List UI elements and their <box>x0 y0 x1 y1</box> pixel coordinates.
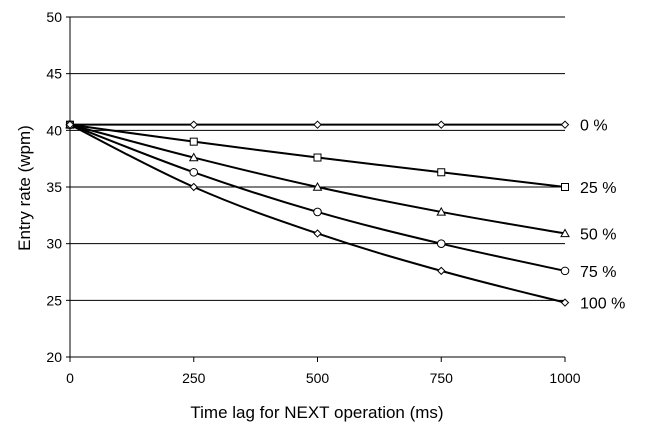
series-75pct-label: 75 % <box>580 264 616 281</box>
series-75pct-line <box>69 123 566 272</box>
series-75pct-point <box>436 239 446 248</box>
series-50pct-point <box>188 152 199 162</box>
series-50pct-label: 50 % <box>580 226 616 243</box>
x-tick-label: 500 <box>306 370 330 386</box>
x-tick-label: 750 <box>430 370 454 386</box>
series-markers <box>65 119 570 307</box>
y-tick-label: 40 <box>46 122 62 138</box>
series-25pct-point <box>437 168 446 177</box>
series-50pct-point <box>312 181 323 191</box>
series-100pct-label: 100 % <box>580 296 625 313</box>
x-axis-title: Time lag for NEXT operation (ms) <box>190 403 443 422</box>
series-75pct-point <box>313 207 322 217</box>
series-25pct-point <box>561 183 569 191</box>
series-25pct-label: 25 % <box>580 180 616 197</box>
series-50pct-point <box>560 228 570 238</box>
y-tick-label: 50 <box>46 9 62 25</box>
series-50pct-point <box>436 206 447 216</box>
series-75pct-point <box>560 266 570 276</box>
y-tick-label: 45 <box>46 66 62 82</box>
series-0pct-point <box>189 120 198 129</box>
series-0pct-label: 0 % <box>580 118 608 135</box>
y-tick-label: 35 <box>46 179 62 195</box>
x-tick-labels: 0 250 500 750 1000 <box>66 370 581 386</box>
series-25pct-point <box>313 153 322 162</box>
y-tick-label: 25 <box>46 292 62 308</box>
series-labels: 0 % 25 % 50 % 75 % 100 % <box>580 118 625 313</box>
series-0pct-point <box>437 120 446 129</box>
x-tick-label: 250 <box>182 370 206 386</box>
series-100pct-point <box>313 229 322 238</box>
series-0pct-point <box>313 120 322 129</box>
y-tick-label: 30 <box>46 236 62 252</box>
series-100pct-point <box>65 120 75 129</box>
series-0pct-point <box>560 120 570 129</box>
x-tick-label: 0 <box>66 370 74 386</box>
y-tick-labels: 20 25 30 35 40 45 50 <box>46 9 62 365</box>
y-tick-label: 20 <box>46 349 62 365</box>
series-100pct-point <box>560 298 570 307</box>
series-100pct-point <box>437 266 446 276</box>
series-75pct-point <box>189 167 199 177</box>
y-axis-title: Entry rate (wpm) <box>15 125 34 251</box>
x-tick-label: 1000 <box>549 370 580 386</box>
axes <box>66 16 566 362</box>
series-25pct-point <box>189 137 198 146</box>
series-100pct-point <box>189 182 198 192</box>
